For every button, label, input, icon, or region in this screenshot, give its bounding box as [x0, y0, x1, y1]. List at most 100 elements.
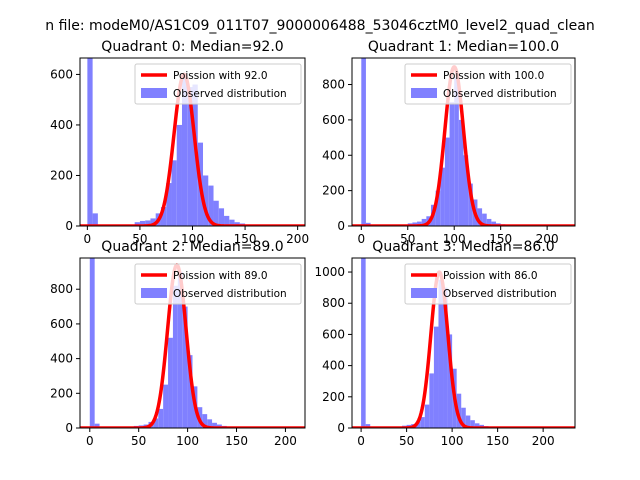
plot-area	[352, 58, 575, 226]
hist-bar	[456, 393, 462, 428]
x-tick-label: 100	[441, 434, 464, 448]
hist-bar	[224, 215, 230, 226]
legend-label-poisson: Poission with 86.0	[443, 270, 538, 282]
hist-bar	[365, 424, 371, 428]
figure-suptitle: n file: modeM0/AS1C09_011T07_9000006488_…	[45, 18, 594, 34]
legend-patch-swatch	[141, 288, 167, 298]
y-tick-label: 400	[50, 118, 73, 132]
y-tick-label: 0	[65, 219, 73, 233]
legend-label-observed: Observed distribution	[173, 288, 287, 300]
hist-bar	[454, 77, 459, 226]
hist-bar	[158, 408, 164, 428]
poisson-curve	[352, 65, 575, 226]
poisson-curve	[80, 72, 305, 226]
hist-bar	[182, 306, 188, 428]
hist-bar	[202, 414, 208, 428]
hist-bar	[234, 222, 240, 226]
hist-bar	[463, 155, 469, 226]
subplot-2: 0 50 100 150 200 0 200 400 600 800 Poission with 8…	[50, 239, 306, 448]
legend-label-observed: Observed distribution	[173, 88, 287, 100]
hist-bar	[168, 337, 173, 428]
x-tick-label: 200	[532, 434, 555, 448]
hist-bar	[145, 220, 151, 226]
hist-bar	[438, 279, 444, 428]
hist-bar	[176, 124, 182, 226]
x-tick-label: 0	[84, 232, 92, 246]
y-tick-label: 600	[322, 327, 345, 341]
y-tick-label: 600	[322, 113, 345, 127]
hist-bar	[187, 87, 193, 226]
poisson-curve	[352, 270, 575, 428]
legend-box	[134, 263, 302, 305]
hist-bar	[465, 415, 471, 428]
axes-frame	[351, 57, 576, 227]
y-tick-label: 400	[322, 359, 345, 373]
y-tick-label: 800	[322, 296, 345, 310]
hist-bar	[94, 423, 100, 428]
hist-bar	[87, 58, 93, 226]
hist-bar	[153, 418, 159, 428]
legend: Poission with 86.0 Observed distribution	[404, 263, 572, 305]
x-tick-label: 100	[181, 232, 204, 246]
subplot-title: Quadrant 1: Median=100.0	[368, 39, 559, 55]
hist-bar	[181, 74, 188, 226]
hist-bar	[470, 420, 475, 428]
hist-bar	[172, 285, 178, 428]
hist-bar	[139, 220, 146, 226]
hist-bar	[429, 373, 434, 428]
x-tick-label: 150	[489, 232, 512, 246]
legend-label-observed: Observed distribution	[443, 288, 557, 300]
y-tick-label: 200	[322, 390, 345, 404]
subplot-title: Quadrant 3: Median=86.0	[372, 239, 554, 255]
y-tick-label: 800	[50, 282, 73, 296]
plot-area	[80, 258, 305, 428]
axes-frame	[79, 257, 306, 429]
hist-bar	[482, 213, 487, 226]
axes-frame	[351, 257, 576, 429]
x-tick-label: 200	[286, 232, 309, 246]
y-tick-label: 200	[50, 386, 73, 400]
y-tick-label: 0	[337, 421, 345, 435]
hist-bar	[468, 183, 473, 226]
x-tick-label: 200	[536, 232, 559, 246]
x-tick-label: 200	[274, 434, 297, 448]
subplot-1: 0 50 100 150 200 0 200 400 600 800 Poission with 1…	[322, 39, 576, 246]
hist-bar	[213, 200, 219, 226]
hist-bar	[361, 258, 366, 428]
hist-bar	[203, 175, 209, 226]
y-tick-label: 800	[322, 78, 345, 92]
hist-bar	[477, 208, 483, 226]
legend-label-observed: Observed distribution	[443, 88, 557, 100]
legend-patch-swatch	[411, 288, 437, 298]
x-tick-label: 150	[225, 434, 248, 448]
hist-bar	[163, 384, 169, 428]
subplot-title: Quadrant 0: Median=92.0	[101, 39, 283, 55]
y-tick-label: 600	[50, 67, 73, 81]
x-tick-label: 50	[132, 232, 147, 246]
hist-bar	[150, 218, 156, 226]
hist-bar	[461, 407, 466, 428]
subplot-title: Quadrant 2: Median=89.0	[101, 239, 283, 255]
hist-bar	[435, 190, 441, 226]
y-tick-label: 1000	[314, 265, 345, 279]
hist-bar	[166, 183, 172, 226]
hist-bar	[229, 219, 235, 226]
hist-bar	[424, 404, 430, 428]
hist-bar	[417, 221, 422, 226]
x-tick-label: 100	[176, 434, 199, 448]
hist-bar	[421, 218, 427, 226]
hist-bar	[208, 185, 214, 226]
hist-bar	[171, 160, 177, 226]
y-tick-label: 200	[322, 184, 345, 198]
legend-patch-swatch	[141, 88, 167, 98]
hist-bar	[187, 355, 193, 428]
y-tick-label: 200	[50, 168, 73, 182]
hist-bar	[361, 58, 366, 226]
x-tick-label: 150	[234, 232, 257, 246]
hist-bar	[160, 207, 167, 226]
legend-box	[134, 63, 302, 105]
legend-patch-swatch	[411, 88, 437, 98]
x-tick-label: 0	[86, 434, 94, 448]
plot-area	[352, 258, 575, 428]
